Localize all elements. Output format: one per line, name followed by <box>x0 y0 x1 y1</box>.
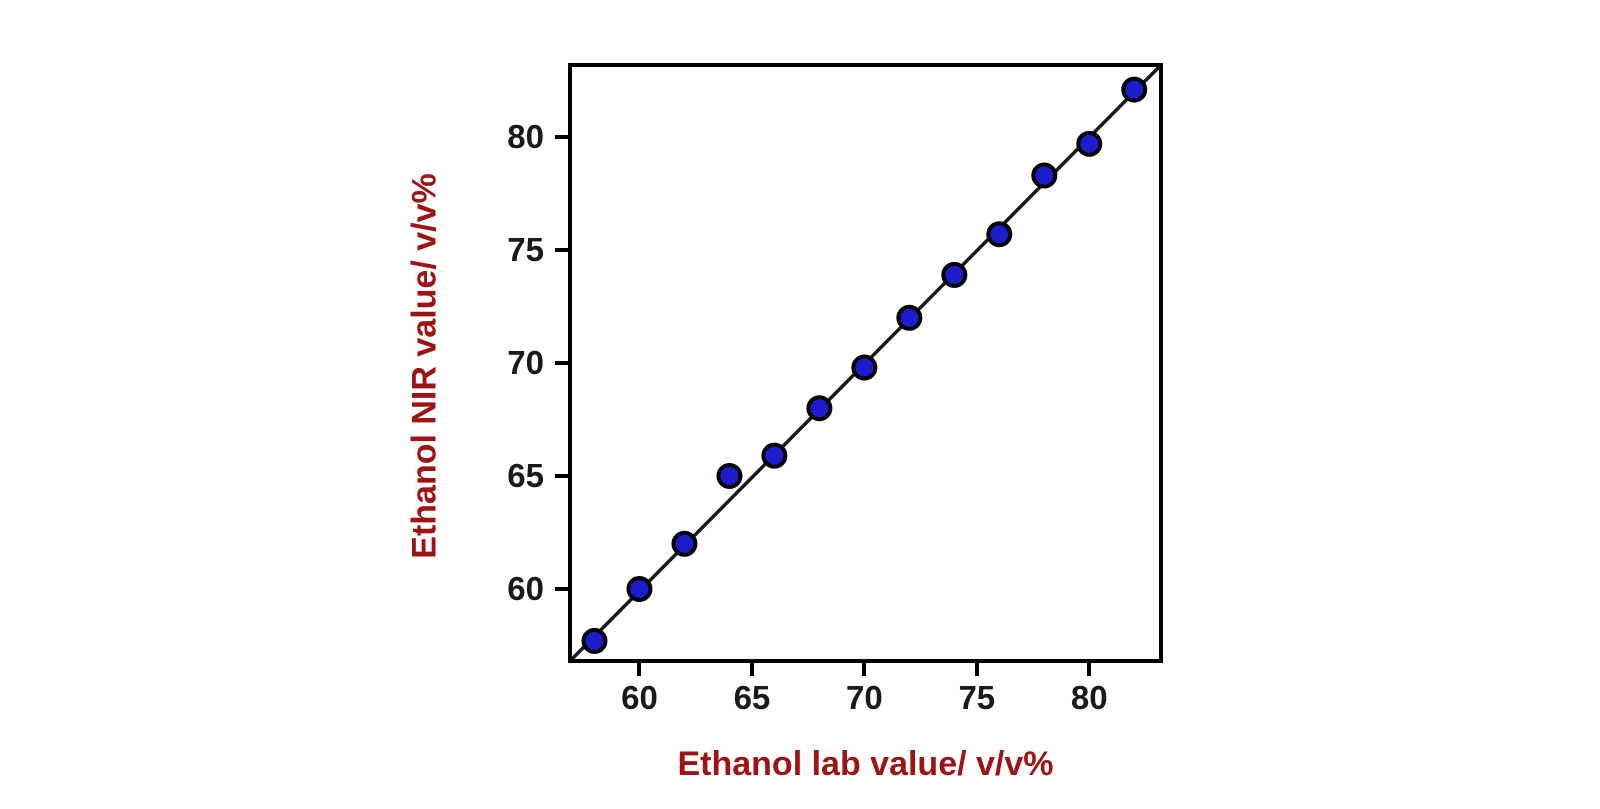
x-axis-tick <box>1087 663 1092 676</box>
y-axis-tick <box>555 135 568 140</box>
data-point <box>716 462 743 489</box>
data-point <box>581 627 608 654</box>
x-tick-label: 75 <box>958 679 996 716</box>
data-point <box>1121 76 1148 103</box>
data-point <box>761 442 788 469</box>
x-tick-label: 65 <box>733 679 771 716</box>
y-tick-label: 70 <box>507 344 544 381</box>
data-point <box>896 304 923 331</box>
x-axis-tick <box>749 663 754 676</box>
data-point <box>941 261 968 288</box>
scatter-plot <box>570 65 1161 661</box>
data-point <box>986 221 1013 248</box>
data-point <box>1076 130 1103 157</box>
x-tick-label: 60 <box>621 679 658 716</box>
y-axis-title: Ethanol NIR value/ v/v% <box>405 173 444 559</box>
x-axis-title: Ethanol lab value/ v/v% <box>677 745 1054 783</box>
data-point <box>626 575 653 602</box>
data-point <box>851 354 878 381</box>
data-point <box>806 395 833 422</box>
plot-area: Ethanol lab value/ v/v% 60 65 70 75 80 60 65 70… <box>507 63 1163 783</box>
y-tick-label: 80 <box>507 118 544 156</box>
x-axis-tick <box>862 663 867 676</box>
x-tick-label: 80 <box>1070 679 1108 716</box>
y-axis-tick <box>555 361 568 365</box>
y-tick-label: 65 <box>507 456 544 494</box>
x-axis-tick <box>974 663 979 676</box>
y-axis-tick <box>555 473 568 478</box>
x-axis-tick <box>637 663 642 676</box>
y-axis-tick <box>555 586 568 591</box>
data-point <box>671 530 698 557</box>
y-tick-label: 75 <box>507 231 544 269</box>
y-axis-tick <box>555 248 568 253</box>
y-tick-label: 60 <box>507 569 544 607</box>
data-point <box>1031 162 1058 189</box>
x-tick-label: 70 <box>846 679 883 716</box>
